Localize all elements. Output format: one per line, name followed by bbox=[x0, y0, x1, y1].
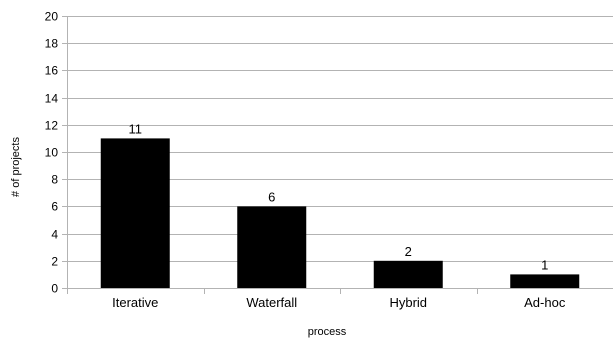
y-tick-label: 14 bbox=[45, 92, 59, 106]
data-label: 6 bbox=[268, 189, 275, 204]
axes bbox=[62, 16, 613, 294]
x-tick-label: Waterfall bbox=[246, 295, 297, 310]
y-tick-label: 10 bbox=[45, 146, 59, 160]
y-tick-labels: 0 2 4 6 8 10 12 14 16 18 20 bbox=[45, 10, 59, 296]
y-tick-label: 12 bbox=[45, 119, 59, 133]
y-tick-label: 4 bbox=[51, 228, 58, 242]
y-tick-label: 16 bbox=[45, 64, 59, 78]
y-axis-title: # of projects bbox=[10, 137, 22, 197]
x-tick-label: Ad-hoc bbox=[524, 295, 566, 310]
bar bbox=[237, 206, 307, 288]
y-tick-label: 8 bbox=[51, 173, 58, 187]
x-tick-label: Iterative bbox=[112, 295, 158, 310]
y-tick-label: 0 bbox=[51, 282, 58, 296]
x-axis-title: process bbox=[308, 326, 347, 338]
x-tick-labels: Iterative Waterfall Hybrid Ad-hoc bbox=[112, 295, 566, 310]
x-tick-label: Hybrid bbox=[389, 295, 427, 310]
y-tick-label: 2 bbox=[51, 255, 58, 269]
data-label: 11 bbox=[129, 121, 143, 136]
bar bbox=[373, 260, 443, 288]
bar bbox=[100, 138, 170, 288]
y-tick-label: 18 bbox=[45, 37, 59, 51]
bar bbox=[510, 274, 580, 288]
y-tick-label: 20 bbox=[45, 10, 59, 24]
data-label: 1 bbox=[541, 257, 548, 272]
y-tick-label: 6 bbox=[51, 200, 58, 214]
data-labels: 11 6 2 1 bbox=[129, 121, 549, 272]
bars bbox=[100, 138, 580, 288]
data-label: 2 bbox=[405, 244, 412, 259]
